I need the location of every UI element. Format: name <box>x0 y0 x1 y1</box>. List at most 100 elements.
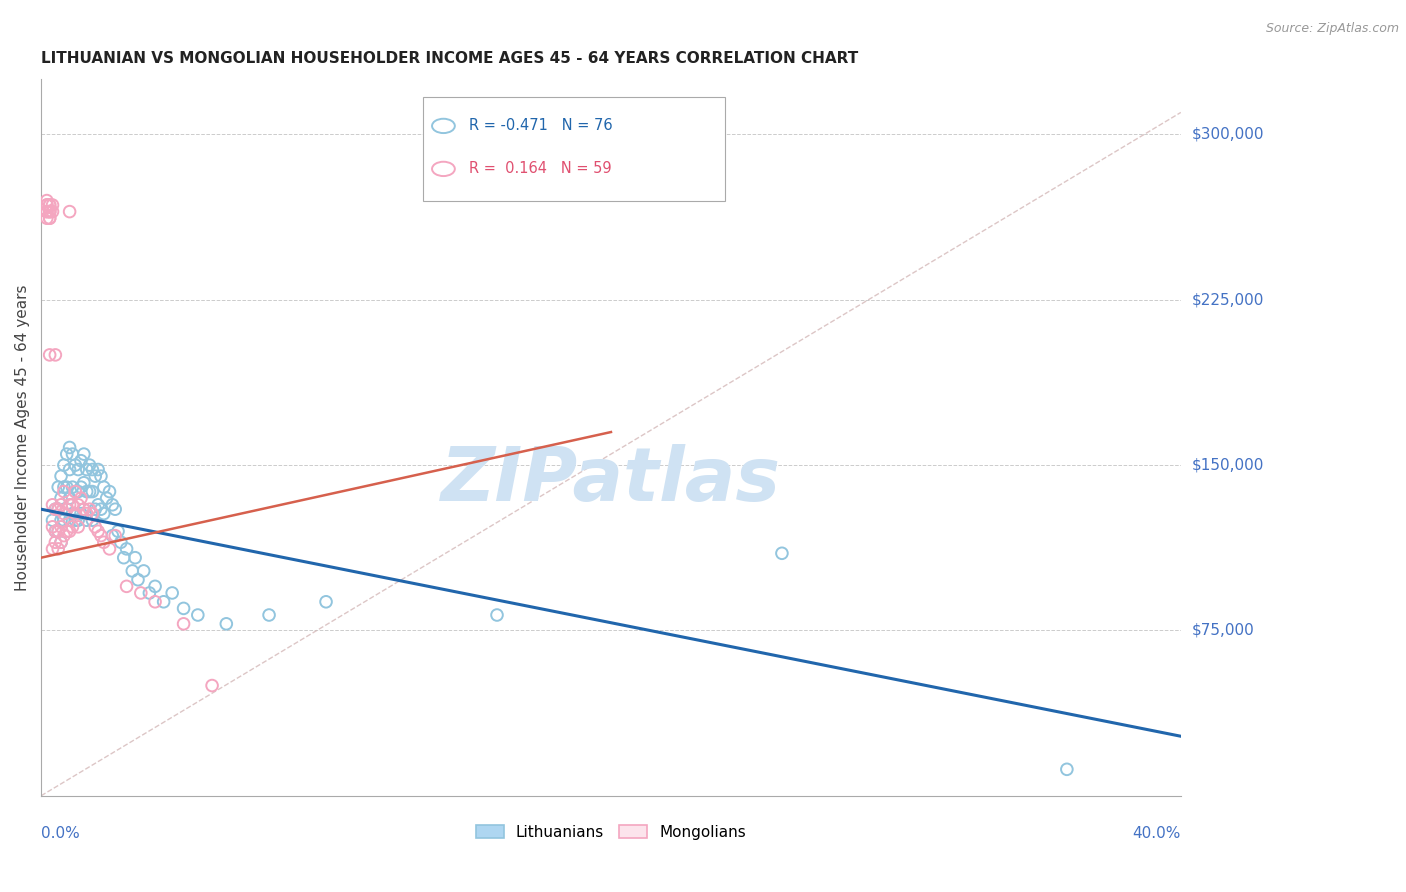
Point <box>143 595 166 609</box>
Point <box>152 595 174 609</box>
Point <box>49 513 72 527</box>
Point <box>55 480 77 494</box>
Point <box>35 198 58 212</box>
Text: 40.0%: 40.0% <box>1132 826 1181 841</box>
Point <box>90 502 112 516</box>
Point <box>59 441 82 455</box>
Point <box>87 498 110 512</box>
Point <box>70 480 93 494</box>
Point <box>38 198 60 212</box>
Point <box>67 498 90 512</box>
Point <box>49 535 72 549</box>
Point <box>65 484 87 499</box>
Point <box>35 204 58 219</box>
Point <box>67 513 90 527</box>
Point <box>46 502 69 516</box>
Point <box>44 524 66 539</box>
Point <box>107 524 129 539</box>
Point <box>485 607 508 622</box>
Point <box>55 502 77 516</box>
Point <box>129 586 152 600</box>
Point <box>82 513 104 527</box>
Point <box>104 502 127 516</box>
Point <box>52 513 75 527</box>
Point <box>38 204 60 219</box>
Text: $150,000: $150,000 <box>1192 458 1264 473</box>
Point <box>112 550 135 565</box>
Point <box>62 480 84 494</box>
Point <box>73 502 96 516</box>
Point <box>70 453 93 467</box>
Point <box>41 198 63 212</box>
FancyBboxPatch shape <box>423 97 725 201</box>
Point <box>82 484 104 499</box>
Point <box>59 498 82 512</box>
Point <box>46 480 69 494</box>
Point <box>67 484 90 499</box>
Point <box>79 502 101 516</box>
Point <box>44 524 66 539</box>
Point <box>315 595 337 609</box>
Point <box>41 513 63 527</box>
Point <box>38 211 60 226</box>
Point <box>121 564 143 578</box>
Point <box>46 541 69 556</box>
Text: 0.0%: 0.0% <box>41 826 80 841</box>
Point <box>70 507 93 521</box>
Point <box>67 462 90 476</box>
Point <box>101 498 124 512</box>
Point <box>38 198 60 212</box>
Point <box>98 484 121 499</box>
Point <box>35 211 58 226</box>
Point <box>76 462 98 476</box>
Point <box>38 204 60 219</box>
Text: $225,000: $225,000 <box>1192 293 1264 307</box>
Point <box>257 607 280 622</box>
Point <box>104 529 127 543</box>
Y-axis label: Householder Income Ages 45 - 64 years: Householder Income Ages 45 - 64 years <box>15 285 30 591</box>
Text: ZIPatlas: ZIPatlas <box>441 444 780 517</box>
Point <box>160 586 183 600</box>
Point <box>87 524 110 539</box>
Point <box>44 502 66 516</box>
Point <box>187 607 209 622</box>
Point <box>84 502 107 516</box>
Point <box>52 458 75 472</box>
Point <box>93 535 115 549</box>
Point <box>59 204 82 219</box>
Point <box>84 520 107 534</box>
Point <box>90 469 112 483</box>
Point <box>49 535 72 549</box>
Point <box>59 462 82 476</box>
Point <box>52 507 75 521</box>
Text: $300,000: $300,000 <box>1192 127 1264 142</box>
Point <box>173 616 195 631</box>
Point <box>93 480 115 494</box>
Point <box>73 447 96 461</box>
Point <box>38 204 60 219</box>
Point <box>65 484 87 499</box>
Point <box>76 484 98 499</box>
Point <box>62 507 84 521</box>
Point <box>49 491 72 505</box>
Point <box>62 447 84 461</box>
Point <box>201 679 224 693</box>
Point <box>55 502 77 516</box>
Point <box>52 480 75 494</box>
Point <box>115 579 138 593</box>
Point <box>46 502 69 516</box>
Point <box>79 484 101 499</box>
Point <box>127 573 149 587</box>
Point <box>143 579 166 593</box>
Point <box>55 524 77 539</box>
Text: R =  0.164   N = 59: R = 0.164 N = 59 <box>468 161 612 177</box>
Point <box>79 458 101 472</box>
Point <box>62 498 84 512</box>
Point <box>35 204 58 219</box>
Point <box>93 507 115 521</box>
Point <box>49 520 72 534</box>
Point <box>70 491 93 505</box>
Point <box>59 491 82 505</box>
Point <box>65 458 87 472</box>
Point <box>73 502 96 516</box>
